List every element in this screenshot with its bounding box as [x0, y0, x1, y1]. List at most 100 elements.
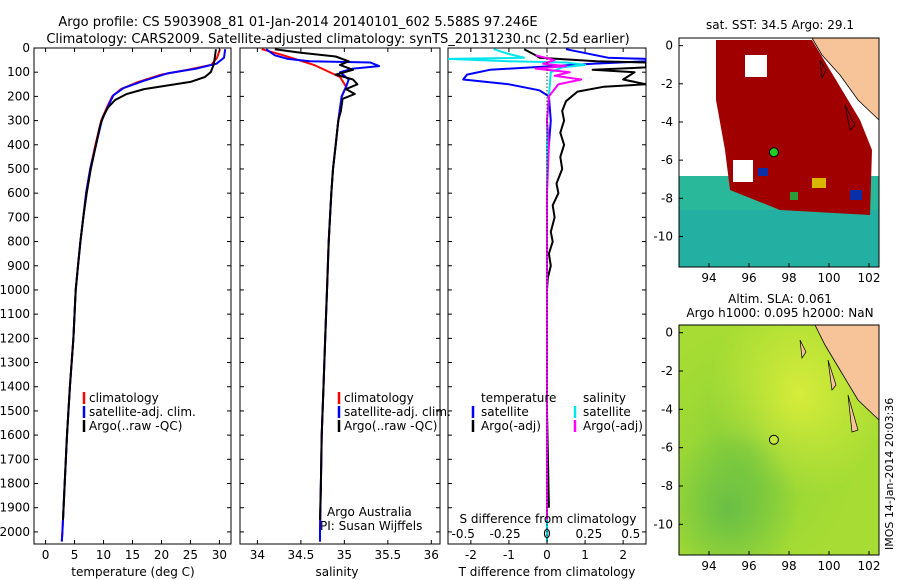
map-x-tick-label: 94 — [701, 559, 716, 573]
s-difference-label: S difference from climatology — [460, 512, 637, 526]
map-y-tick-label: -10 — [653, 517, 673, 531]
series-line-salinity-satellite — [448, 48, 587, 542]
sla-map-frame — [678, 324, 880, 556]
legend-label-temp-satellite: satellite — [481, 405, 529, 419]
series-line-satellite-adj-clim- — [60, 49, 227, 542]
map-x-tick-label: 96 — [741, 271, 756, 285]
depth-tick-label: 200 — [7, 89, 30, 103]
s-difference-tick-label: 0.5 — [621, 527, 640, 541]
depth-tick-label: 500 — [7, 162, 30, 176]
x-tick-label: 1 — [581, 548, 589, 562]
x-tick-label: 15 — [125, 548, 140, 562]
sst-map-axes: 94 96 98 100 102 0 -2 -4 -6 -8 -10 — [653, 39, 880, 285]
sla-coastline — [814, 325, 879, 421]
attribution-pi: PI: Susan Wijffels — [320, 519, 422, 533]
legend-label-temp-argo: Argo(-adj) — [481, 419, 541, 433]
x-tick-label: 25 — [183, 548, 198, 562]
map-y-tick-label: -8 — [661, 191, 673, 205]
depth-tick-label: 1400 — [0, 380, 30, 394]
sst-coastline — [811, 38, 879, 121]
series-line-argo-raw-qc- — [62, 49, 217, 520]
sst-map-frame — [678, 37, 880, 268]
legend-heading-salinity: salinity — [583, 391, 626, 405]
sst-warm-region — [716, 40, 872, 215]
map-x-tick-label: 96 — [741, 559, 756, 573]
depth-tick-label: 2000 — [0, 525, 30, 539]
depth-tick-label: 0 — [22, 41, 30, 55]
figure-title-line1: Argo profile: CS 5903908_81 01-Jan-2014 … — [58, 15, 537, 30]
depth-tick-label: 400 — [7, 138, 30, 152]
depth-tick-label: 1500 — [0, 404, 30, 418]
depth-tick-label: 900 — [7, 259, 30, 273]
map-y-tick-label: -6 — [661, 441, 673, 455]
map-x-tick-label: 102 — [858, 271, 881, 285]
sla-islands — [799, 339, 859, 433]
map-x-tick-label: 102 — [858, 559, 881, 573]
difference-profile-lines — [448, 48, 646, 542]
salinity-x-axis: 34 34.5 35 35.5 36 — [250, 48, 439, 562]
x-tick-label: 20 — [154, 548, 169, 562]
sst-land-sumatra — [812, 38, 879, 120]
temperature-x-axis: 0 5 10 15 20 25 30 — [42, 48, 227, 562]
salinity-xlabel: salinity — [315, 565, 358, 579]
difference-xlabel: T difference from climatology — [458, 565, 636, 579]
series-line-salinity-argo-adj- — [534, 54, 583, 520]
map-x-tick-label: 94 — [701, 271, 716, 285]
x-tick-label: 2 — [619, 548, 627, 562]
x-tick-label: 10 — [96, 548, 111, 562]
depth-tick-label: 1200 — [0, 331, 30, 345]
sla-map-title-line2: Argo h1000: 0.095 h2000: NaN — [686, 306, 873, 320]
series-line-temperature-satellite — [462, 48, 646, 542]
map-y-tick-label: 0 — [665, 326, 673, 340]
sst-islands — [819, 59, 856, 131]
temperature-panel — [33, 47, 232, 545]
depth-tick-label: 1700 — [0, 452, 30, 466]
depth-axis: 0 100 200 300 400 500 600 700 800 900 1000 1100 1200… — [0, 41, 646, 539]
x-tick-label: -2 — [465, 548, 477, 562]
depth-tick-label: 100 — [7, 65, 30, 79]
x-tick-label: 34.5 — [288, 548, 315, 562]
sst-speckle — [812, 178, 826, 188]
s-difference-tick-label: 0.25 — [576, 527, 603, 541]
legend-label-satellite: satellite-adj. clim. — [89, 405, 196, 419]
sla-argo-location-marker — [768, 434, 779, 445]
x-tick-label: 35.5 — [374, 548, 401, 562]
map-y-tick-label: -2 — [661, 77, 673, 91]
sst-cloud-gap — [733, 160, 753, 182]
depth-tick-label: 600 — [7, 186, 30, 200]
imos-timestamp: IMOS 14-Jan-2014 20:03:36 — [883, 398, 896, 550]
map-y-tick-label: -2 — [661, 364, 673, 378]
s-difference-tick-label: -0.25 — [490, 527, 521, 541]
figure-title-line2: Climatology: CARS2009. Satellite-adjuste… — [46, 32, 629, 47]
legend-label-sal-argo: Argo(-adj) — [583, 419, 643, 433]
x-tick-label: 0 — [42, 548, 50, 562]
salinity-legend: climatology satellite-adj. clim. Argo(..… — [337, 391, 451, 433]
map-x-tick-label: 98 — [781, 559, 796, 573]
sst-argo-location-marker — [768, 147, 779, 158]
x-tick-label: 30 — [212, 548, 227, 562]
sst-map — [679, 38, 879, 267]
difference-x-axis: -2 -1 0 1 2 — [465, 48, 627, 562]
depth-tick-label: 1900 — [0, 501, 30, 515]
map-x-tick-label: 100 — [818, 271, 841, 285]
difference-legend: temperature salinity satellite Argo(-adj… — [471, 391, 643, 433]
map-y-tick-label: -8 — [661, 479, 673, 493]
series-line-temperature-argo-adj- — [523, 48, 646, 508]
sst-cool-band — [679, 210, 879, 267]
legend-label-climatology: climatology — [89, 391, 159, 405]
legend-label-sal-satellite: satellite — [583, 405, 631, 419]
sst-speckle — [850, 190, 862, 200]
sst-map-title: sat. SST: 34.5 Argo: 29.1 — [706, 18, 854, 32]
series-line-argo-raw-qc- — [274, 48, 359, 520]
sla-map — [679, 325, 879, 555]
depth-tick-label: 1600 — [0, 428, 30, 442]
attribution-org: Argo Australia — [327, 505, 412, 519]
legend-label-argo: Argo(..raw -QC) — [344, 419, 437, 433]
series-line-climatology — [261, 48, 348, 542]
legend-label-argo: Argo(..raw -QC) — [89, 419, 182, 433]
sst-speckle — [758, 168, 768, 176]
sst-speckle — [790, 192, 798, 200]
map-x-tick-label: 98 — [781, 271, 796, 285]
sla-map-title-line1: Altim. SLA: 0.061 — [728, 292, 832, 306]
